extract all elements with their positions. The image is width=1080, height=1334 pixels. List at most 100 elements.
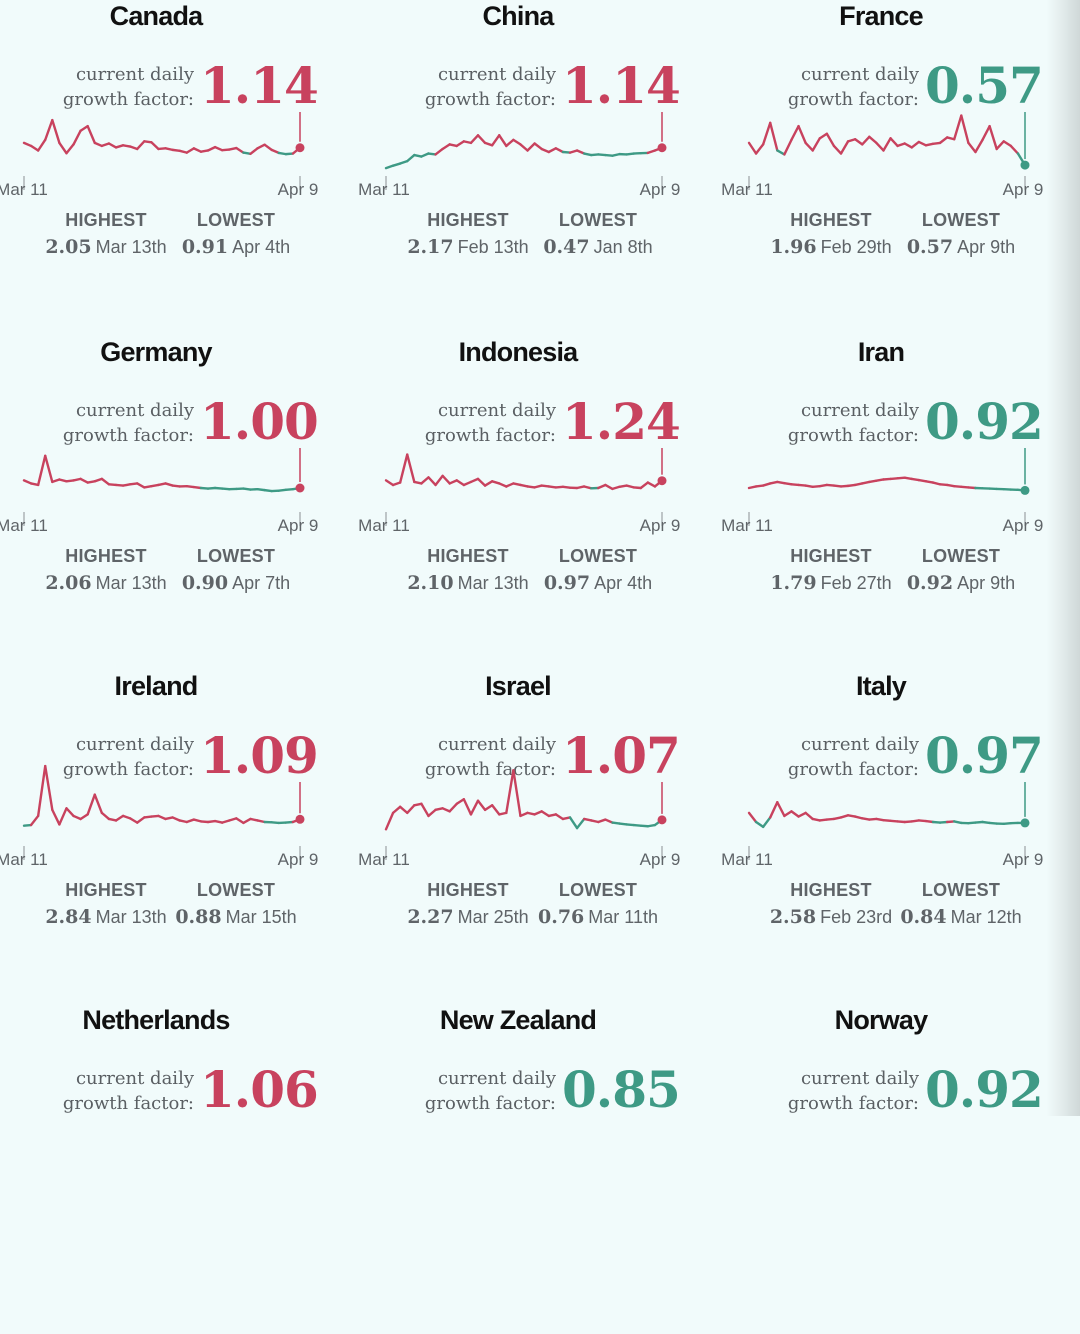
sparkline-segment xyxy=(997,141,1004,149)
lowest-heading: LOWEST xyxy=(548,210,648,231)
lowest-heading: LOWEST xyxy=(186,546,286,567)
sparkline-segment xyxy=(436,149,443,154)
lowest-heading: LOWEST xyxy=(186,210,286,231)
current-label-line2: growth factor: xyxy=(356,1091,556,1116)
sparkline-segment xyxy=(492,135,499,145)
sparkline-segment xyxy=(799,126,806,143)
lowest-value: 0.57 xyxy=(907,236,953,258)
lowest-value: 0.88 xyxy=(175,906,221,928)
highest-heading: HIGHEST xyxy=(56,880,156,901)
lowest-date: Apr 4th xyxy=(594,573,652,593)
current-value-point xyxy=(296,484,305,493)
country-title: Iran xyxy=(711,336,1051,368)
sparkline-segment xyxy=(577,819,584,828)
x-axis-label-start: Mar 11 xyxy=(358,516,410,535)
lowest-date: Mar 12th xyxy=(951,907,1022,927)
x-axis-label-end: Apr 9 xyxy=(640,516,681,535)
sparkline-segment xyxy=(457,799,464,804)
sparkline-segment xyxy=(31,146,38,151)
sparkline-segment xyxy=(102,479,109,484)
sparkline-segment xyxy=(386,813,393,829)
sparkline-segment xyxy=(45,456,52,482)
sparkline-segment xyxy=(756,822,763,827)
current-label-line2: growth factor: xyxy=(0,1091,194,1116)
x-axis-label-end: Apr 9 xyxy=(640,180,681,199)
sparkline-segment xyxy=(130,818,137,822)
sparkline-segment xyxy=(806,143,813,151)
lowest-value: 0.84 xyxy=(900,906,946,928)
highest-value: 2.27 xyxy=(407,906,453,928)
sparkline-segment xyxy=(905,143,912,147)
sparkline-segment xyxy=(137,817,144,822)
sparkline-segment xyxy=(791,126,798,140)
sparkline-segment xyxy=(407,805,414,813)
sparkline-segment xyxy=(975,140,982,152)
sparkline-segment xyxy=(66,808,73,816)
sparkline-segment xyxy=(876,143,883,151)
sparkline-segment xyxy=(407,155,414,161)
x-axis-label-end: Apr 9 xyxy=(1003,180,1044,199)
sparkline-segment xyxy=(862,137,869,145)
highest-heading: HIGHEST xyxy=(781,210,881,231)
sparkline-segment xyxy=(236,818,243,823)
x-axis-label-end: Apr 9 xyxy=(278,516,319,535)
sparkline-segment xyxy=(478,801,485,810)
sparkline-segment xyxy=(137,483,144,487)
sparkline-segment xyxy=(777,802,784,816)
lowest-date: Mar 15th xyxy=(226,907,297,927)
sparkline-segment xyxy=(457,480,464,485)
sparkline-segment xyxy=(535,143,542,148)
sparkline-segment xyxy=(386,480,393,485)
sparkline-segment xyxy=(499,135,506,146)
current-label-line1: current daily xyxy=(719,1066,919,1091)
sparkline-segment xyxy=(393,807,400,813)
sparkline-segment xyxy=(45,766,52,810)
x-axis-label-start: Mar 11 xyxy=(0,850,48,869)
sparkline-segment xyxy=(784,811,791,816)
current-value-point xyxy=(658,815,667,824)
sparkline-segment xyxy=(151,142,158,149)
sparkline-segment xyxy=(506,140,513,146)
sparkline-segment xyxy=(88,795,95,815)
sparkline-segment xyxy=(770,802,777,817)
sparkline-segment xyxy=(116,816,123,821)
highest-value: 2.10 xyxy=(407,572,453,594)
sparkline-segment xyxy=(869,137,876,143)
current-value-point xyxy=(1021,818,1030,827)
country-title: Italy xyxy=(711,670,1051,702)
sparkline-chart: Mar 11 Apr 9 xyxy=(348,414,688,538)
highest-heading: HIGHEST xyxy=(418,546,518,567)
current-value-point xyxy=(1021,161,1030,170)
lowest-heading: LOWEST xyxy=(548,880,648,901)
highest-heading: HIGHEST xyxy=(418,210,518,231)
sparkline-segment xyxy=(883,138,890,150)
sparkline-segment xyxy=(940,137,947,142)
sparkline-segment xyxy=(513,140,520,145)
highest-heading: HIGHEST xyxy=(56,546,156,567)
sparkline-segment xyxy=(421,477,428,483)
highest-heading: HIGHEST xyxy=(781,880,881,901)
x-axis-label-start: Mar 11 xyxy=(721,516,773,535)
sparkline-segment xyxy=(471,135,478,143)
sparkline-segment xyxy=(912,142,919,147)
lowest-date: Apr 4th xyxy=(232,237,290,257)
sparkline-segment xyxy=(485,805,492,810)
lowest-date: Jan 8th xyxy=(594,237,653,257)
sparkline-segment xyxy=(756,144,763,153)
